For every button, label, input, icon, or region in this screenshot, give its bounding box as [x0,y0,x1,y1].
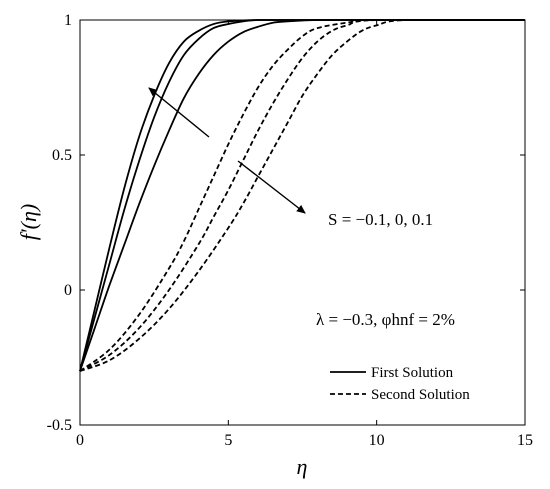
plot-area [79,19,526,426]
y-tick-label: 0 [64,282,72,299]
legend-label-first: First Solution [371,365,454,381]
x-tick-label: 10 [369,432,385,449]
series-line-second-solution [79,19,525,372]
y-tick-label: -0.5 [47,417,72,434]
legend-label-second: Second Solution [371,387,470,403]
x-tick-label: 15 [517,432,533,449]
y-tick-label: 1 [64,12,72,29]
y-axis-label: f'(η) [16,204,41,240]
series-group [79,19,525,372]
series-line-first-solution [79,19,525,372]
series-line-second-solution [79,19,525,372]
x-axis-label: η [297,454,308,479]
parameter-arrow [148,87,210,138]
series-line-second-solution [79,19,525,372]
x-axis: 0 5 10 15 [76,20,533,449]
y-tick-label: 0.5 [52,147,72,164]
parameter-arrow [237,160,306,214]
x-tick-label: 0 [76,432,84,449]
condition-annotation: λ = −0.3, φhnf = 2% [316,310,455,329]
x-tick-label: 5 [224,432,232,449]
legend: First Solution Second Solution [330,365,470,403]
parameter-annotation: S = −0.1, 0, 0.1 [328,210,433,229]
